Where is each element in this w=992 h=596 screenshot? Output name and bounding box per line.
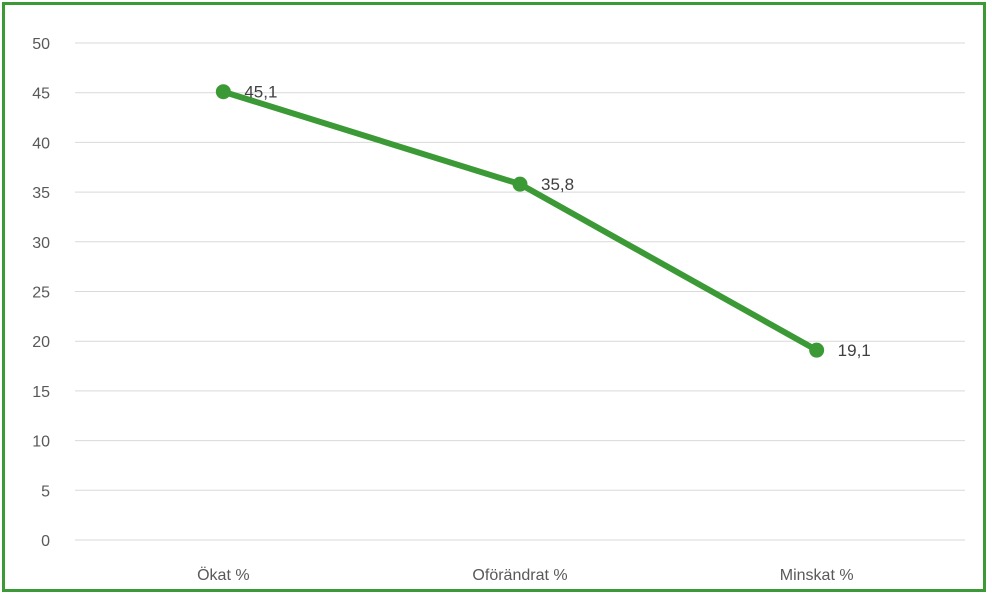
series-layer [216,84,824,357]
y-tick-label: 10 [32,434,50,451]
y-tick-label: 35 [32,185,50,202]
data-point [513,177,528,192]
y-tick-label: 5 [41,483,50,500]
gridlines [75,43,965,540]
y-tick-label: 40 [32,135,50,152]
x-tick-label: Ökat % [197,566,249,584]
data-label: 35,8 [541,175,574,194]
y-tick-label: 25 [32,285,50,302]
y-tick-label: 50 [32,36,50,53]
y-tick-label: 20 [32,334,50,351]
x-tick-label: Minskat % [780,567,854,584]
y-tick-label: 45 [32,86,50,103]
data-labels: 45,1 35,8 19,1 [244,83,870,360]
data-label: 19,1 [838,341,871,360]
y-axis-tick-labels: 0 5 10 15 20 25 30 35 40 45 50 [32,36,50,550]
y-tick-label: 0 [41,533,50,550]
data-point [809,343,824,358]
x-tick-label: Oförändrat % [472,567,567,584]
x-axis-tick-labels: Ökat % Oförändrat % Minskat % [197,566,853,584]
y-tick-label: 30 [32,235,50,252]
y-tick-label: 15 [32,384,50,401]
data-label: 45,1 [244,83,277,102]
series-line [223,92,816,350]
data-point [216,84,231,99]
